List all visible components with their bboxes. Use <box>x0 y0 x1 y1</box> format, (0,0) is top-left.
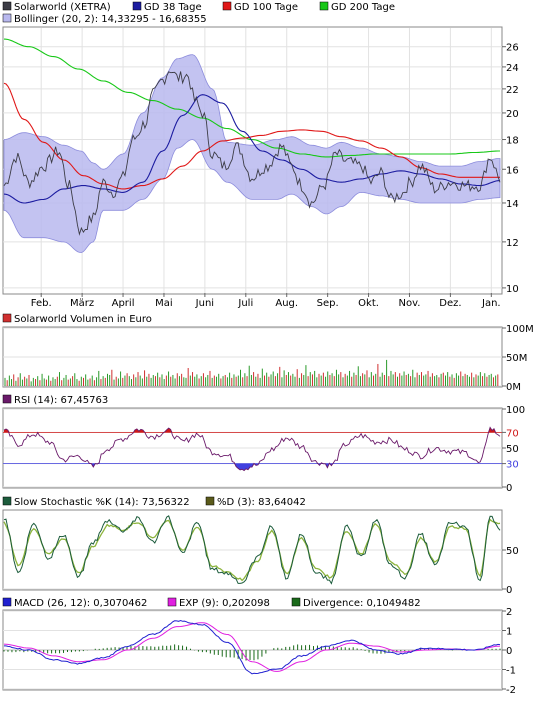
macd-y-label: -2 <box>506 685 516 696</box>
price-y-label: 18 <box>506 136 519 147</box>
price-x-label: Aug. <box>275 298 298 309</box>
macd-y-label: 1 <box>506 627 512 638</box>
volume-panel: Solarworld Volumen in Euro 100M 50M 0M <box>2 313 534 393</box>
price-x-label: Nov. <box>399 298 421 309</box>
legend-label-rsi: RSI (14): 67,45763 <box>14 395 108 406</box>
rsi-y-label: 50 <box>506 444 519 455</box>
macd-panel: MACD (26, 12): 0,3070462 EXP (9): 0,2020… <box>2 597 516 696</box>
price-panel: Solarworld (XETRA) GD 38 Tage GD 100 Tag… <box>2 1 519 309</box>
price-line <box>3 71 501 236</box>
legend-swatch-volume <box>2 313 12 323</box>
price-x-label: Juli <box>237 298 253 309</box>
legend-swatch-ma100 <box>222 1 232 11</box>
price-y-label: 20 <box>506 109 519 120</box>
rsi-y-label: 0 <box>506 483 512 494</box>
legend-swatch-divergence <box>291 597 301 607</box>
rsi-y-label: 70 <box>506 428 519 439</box>
legend-label-stoch-d: %D (3): 83,64042 <box>217 497 306 508</box>
legend-label-ma200: GD 200 Tage <box>331 2 395 13</box>
price-y-label: 24 <box>506 63 519 74</box>
legend-swatch-ma200 <box>319 1 329 11</box>
macd-y-label: 2 <box>506 607 512 618</box>
stoch-grid <box>3 549 502 590</box>
price-y-label: 26 <box>506 43 519 54</box>
price-x-label: März <box>70 298 94 309</box>
stoch-y-label: 50 <box>506 546 519 557</box>
volume-y-label: 50M <box>506 353 527 364</box>
stoch-k-line <box>3 515 501 585</box>
stoch-y-label: 0 <box>506 585 512 596</box>
stoch-series <box>3 515 501 585</box>
volume-y-label: 0M <box>506 382 521 393</box>
macd-line <box>4 619 501 675</box>
price-x-axis: Feb. März April Mai Juni Juli Aug. Sep. Okt. Nov.… <box>31 293 501 309</box>
macd-grid <box>3 610 502 690</box>
rsi-series <box>3 426 501 472</box>
price-x-label: Mai <box>155 298 173 309</box>
price-x-label: Dez. <box>439 298 461 309</box>
price-legend: Solarworld (XETRA) GD 38 Tage GD 100 Tag… <box>2 1 395 25</box>
legend-label-exp: EXP (9): 0,202098 <box>179 598 270 609</box>
volume-y-axis: 100M 50M 0M <box>502 324 534 393</box>
legend-swatch-rsi <box>2 394 12 404</box>
macd-y-axis: 2 1 0 -1 -2 <box>502 607 516 696</box>
bollinger-band <box>3 54 501 254</box>
price-y-label: 12 <box>506 238 519 249</box>
macd-y-label: -1 <box>506 666 516 677</box>
legend-label-bollinger: Bollinger (20, 2): 14,33295 - 16,68355 <box>14 14 207 25</box>
legend-label-stoch-k: Slow Stochastic %K (14): 73,56322 <box>14 497 190 508</box>
legend-swatch-stoch-k <box>2 496 12 506</box>
legend-label-ma38: GD 38 Tage <box>144 2 202 13</box>
legend-swatch-exp <box>167 597 177 607</box>
price-x-label: Sep. <box>317 298 339 309</box>
volume-y-label: 100M <box>506 324 534 335</box>
legend-label-volume: Solarworld Volumen in Euro <box>14 314 152 325</box>
legend-label-macd: MACD (26, 12): 0,3070462 <box>14 598 147 609</box>
macd-series <box>3 619 501 675</box>
price-x-label: Juni <box>195 298 214 309</box>
price-series <box>3 38 501 254</box>
rsi-y-label: 100 <box>506 405 525 416</box>
rsi-line <box>3 426 501 472</box>
price-x-label: April <box>112 298 135 309</box>
legend-swatch-macd <box>2 597 12 607</box>
legend-swatch-stoch-d <box>205 496 215 506</box>
rsi-grid <box>3 408 502 488</box>
rsi-y-axis: 100 70 50 30 0 <box>502 405 525 494</box>
volume-bars <box>4 359 499 386</box>
price-y-label: 16 <box>506 165 519 176</box>
price-y-axis: 26 24 22 20 18 16 14 12 10 <box>502 43 519 295</box>
legend-swatch-ma38 <box>132 1 142 11</box>
ma200-line <box>3 38 500 158</box>
rsi-panel: RSI (14): 67,45763 100 70 50 30 0 <box>2 394 525 494</box>
ma100-line <box>3 82 500 190</box>
price-x-label: Okt. <box>358 298 379 309</box>
legend-label-divergence: Divergence: 0,1049482 <box>303 598 421 609</box>
legend-label-ma100: GD 100 Tage <box>234 2 298 13</box>
price-y-label: 14 <box>506 199 519 210</box>
price-x-label: Jan. <box>481 298 501 309</box>
macd-y-label: 0 <box>506 646 512 657</box>
legend-label-price: Solarworld (XETRA) <box>14 2 111 13</box>
price-y-label: 10 <box>506 284 519 295</box>
rsi-y-label: 30 <box>506 460 519 471</box>
legend-swatch-price <box>2 1 12 11</box>
price-x-label: Feb. <box>31 298 52 309</box>
price-y-label: 22 <box>506 85 519 96</box>
stoch-y-axis: 50 0 <box>502 546 519 596</box>
legend-swatch-bollinger <box>2 13 12 23</box>
stoch-panel: Slow Stochastic %K (14): 73,56322 %D (3)… <box>2 496 519 596</box>
exp-line <box>3 622 501 672</box>
